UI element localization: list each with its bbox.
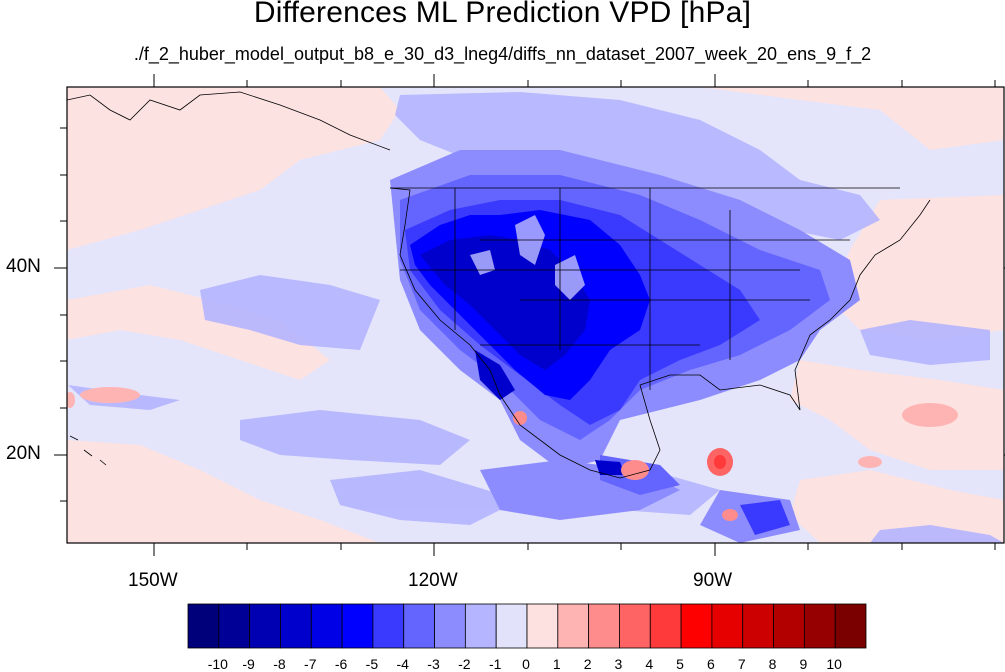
colorbar-tick-label: -1 [488,656,502,672]
positive-difference-areas [67,87,1004,543]
colorbar-swatch [434,603,466,649]
colorbar-swatch [588,603,620,649]
colorbar-tick-label: -9 [242,656,255,672]
colorbar-tick-label: -10 [207,656,228,672]
colorbar-swatch [218,603,251,649]
lat-label-40n: 40N [6,256,41,277]
colorbar-swatch [464,603,497,649]
colorbar-tick-label: 4 [645,656,654,672]
colorbar-swatch [526,603,559,649]
colorbar-tick-label: 7 [737,656,746,672]
colorbar-tick-label: 5 [676,656,684,672]
colorbar [187,603,867,649]
colorbar-swatch [803,603,836,649]
map-title: Differences ML Prediction VPD [hPa] [253,0,752,29]
colorbar-tick-label: 9 [799,656,808,672]
colorbar-tick-label: 3 [614,656,623,672]
colorbar-swatch [187,603,220,649]
colorbar-swatch [280,603,312,649]
colorbar-swatch [557,603,590,649]
colorbar-tick-label: -7 [304,656,317,672]
colorbar-swatch [341,603,374,649]
lon-label-90w: 90W [693,570,733,591]
colorbar-swatch [619,603,651,649]
colorbar-swatch [834,603,867,649]
colorbar-swatch [495,603,528,649]
colorbar-tick-label: 8 [768,656,777,672]
colorbar-swatch [742,603,774,649]
colorbar-swatch [372,603,405,649]
colorbar-tick-label: -3 [427,656,440,672]
colorbar-tick-label: 0 [522,656,530,672]
colorbar-tick-label: 10 [826,656,842,672]
colorbar-tick-label: -5 [365,656,379,672]
vpd-difference-field [67,87,1004,543]
colorbar-tick-label: -2 [458,656,471,672]
colorbar-tick-label: -4 [396,656,409,672]
colorbar-swatch [249,603,281,649]
colorbar-swatch [403,603,435,649]
colorbar-tick-label: -8 [273,656,286,672]
colorbar-swatch [310,603,343,649]
weak-negative-ocean-areas [68,92,1004,543]
colorbar-tick-label: 1 [552,656,561,672]
lon-label-120w: 120W [408,570,458,591]
colorbar-swatch [711,603,744,649]
colorbar-tick-label: 2 [583,656,592,672]
lon-ticks [153,74,996,556]
map-subtitle: ./f_2_huber_model_output_b8_e_30_d3_lneg… [133,44,872,64]
colorbar-tick-label: -6 [334,656,348,672]
lat-ticks [54,127,1005,502]
coastlines [67,91,931,479]
extreme-negative-areas [420,235,625,475]
strong-positive-areas [67,387,958,521]
lon-label-150w: 150W [128,570,178,591]
colorbar-swatch [773,603,805,649]
colorbar-tick-label: 6 [707,656,715,672]
colorbar-swatch [649,603,682,649]
colorbar-swatch [680,603,713,649]
lat-label-20n: 20N [6,443,41,464]
